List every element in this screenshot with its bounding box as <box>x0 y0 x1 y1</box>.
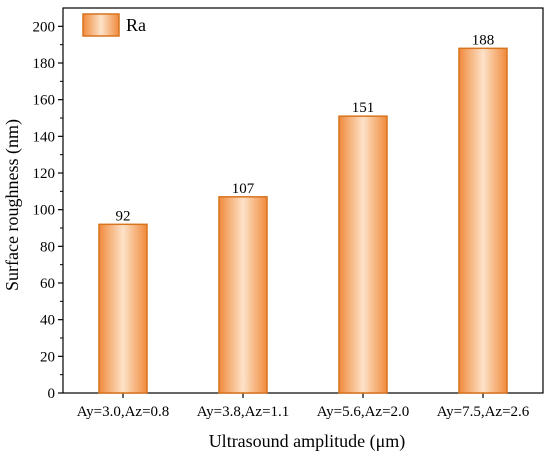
y-axis: 0 20 40 60 80 100 120 140 160 180 200 <box>33 19 63 402</box>
y-tick-label: 140 <box>33 129 56 145</box>
bar-series-ra <box>98 47 508 394</box>
x-tick-label: Ay=3.8,Az=1.1 <box>197 404 290 420</box>
y-tick-label: 80 <box>40 239 55 255</box>
legend-swatch-ra <box>82 13 120 37</box>
y-tick-label: 160 <box>33 93 56 109</box>
y-tick-label: 100 <box>33 203 56 219</box>
data-label: 107 <box>232 181 255 197</box>
y-tick-label: 60 <box>40 276 55 292</box>
plot-area <box>62 7 544 394</box>
bar <box>458 47 508 394</box>
y-tick-label: 120 <box>33 166 56 182</box>
x-axis: Ay=3.0,Az=0.8 Ay=3.8,Az=1.1 Ay=5.6,Az=2.0 A… <box>77 393 530 420</box>
data-label: 151 <box>352 100 375 116</box>
data-labels: 92 107 151 188 <box>116 32 495 224</box>
x-tick-label: Ay=5.6,Az=2.0 <box>317 404 410 420</box>
legend-label-ra: Ra <box>126 15 146 35</box>
y-axis-title: Surface roughness (nm) <box>2 119 23 291</box>
bar <box>218 196 268 394</box>
y-tick-label: 40 <box>40 313 55 329</box>
bar <box>338 115 388 394</box>
y-tick-label: 0 <box>48 386 56 402</box>
plot-frame <box>62 7 544 394</box>
data-label: 92 <box>116 208 131 224</box>
bar <box>98 223 148 394</box>
x-tick-label: Ay=7.5,Az=2.6 <box>437 404 530 420</box>
x-tick-label: Ay=3.0,Az=0.8 <box>77 404 170 420</box>
y-tick-label: 200 <box>33 19 56 35</box>
data-label: 188 <box>472 32 495 48</box>
legend: Ra <box>82 13 146 37</box>
y-tick-label: 180 <box>33 56 56 72</box>
y-tick-label: 20 <box>40 349 55 365</box>
x-axis-title: Ultrasound amplitude (μm) <box>209 431 406 452</box>
